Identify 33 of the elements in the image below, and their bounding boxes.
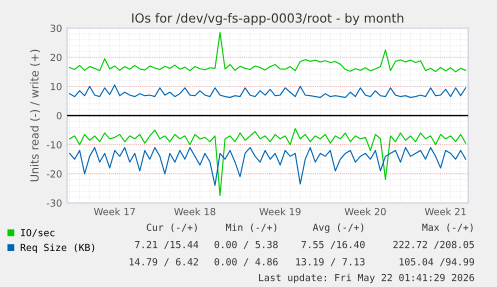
text: 0.00 / 4.86 xyxy=(214,258,278,266)
text: 7.21 /15.44 xyxy=(135,240,198,249)
text: Cur (-/+) xyxy=(146,223,197,232)
text: 222.72 /208.05 xyxy=(393,240,474,249)
line-series xyxy=(69,128,466,196)
y-tick-label: 30 xyxy=(50,24,62,32)
y-tick-label: -20 xyxy=(46,170,62,178)
text: 13.19 / 7.13 xyxy=(296,258,365,266)
x-tick-label: Week 17 xyxy=(94,208,135,216)
y-tick-label: -30 xyxy=(46,199,62,207)
x-tick-label: Week 21 xyxy=(424,208,466,216)
text: Max (-/+) xyxy=(422,223,473,232)
y-tick-label: 0 xyxy=(56,112,62,120)
text: 7.55 /16.40 xyxy=(302,240,365,249)
line-series xyxy=(69,84,466,98)
x-tick-label: Week 20 xyxy=(344,208,386,216)
text: 0.00 / 5.38 xyxy=(214,240,278,249)
y-tick-label: 20 xyxy=(50,54,62,62)
x-tick-label: Week 19 xyxy=(259,208,301,216)
line-series xyxy=(69,32,466,72)
text: 105.04 /94.99 xyxy=(400,258,474,266)
y-axis-title: Units read (-) / write (+) xyxy=(30,50,40,182)
text: Min (-/+) xyxy=(226,223,276,232)
x-tick-label: Week 18 xyxy=(174,208,216,216)
text: Last update: Fri May 22 01:41:29 2026 xyxy=(259,274,474,284)
text: 14.79 / 6.42 xyxy=(130,258,198,266)
chart-title: IOs for /dev/vg-fs-app-0003/root - by month xyxy=(132,13,404,26)
legend-label: Req Size (KB) xyxy=(20,244,94,254)
y-tick-label: 10 xyxy=(50,82,62,90)
text: Avg (-/+) xyxy=(312,223,364,233)
legend-label: IO/sec xyxy=(21,228,54,238)
y-tick-label: -10 xyxy=(46,141,62,148)
line-series xyxy=(69,147,466,186)
